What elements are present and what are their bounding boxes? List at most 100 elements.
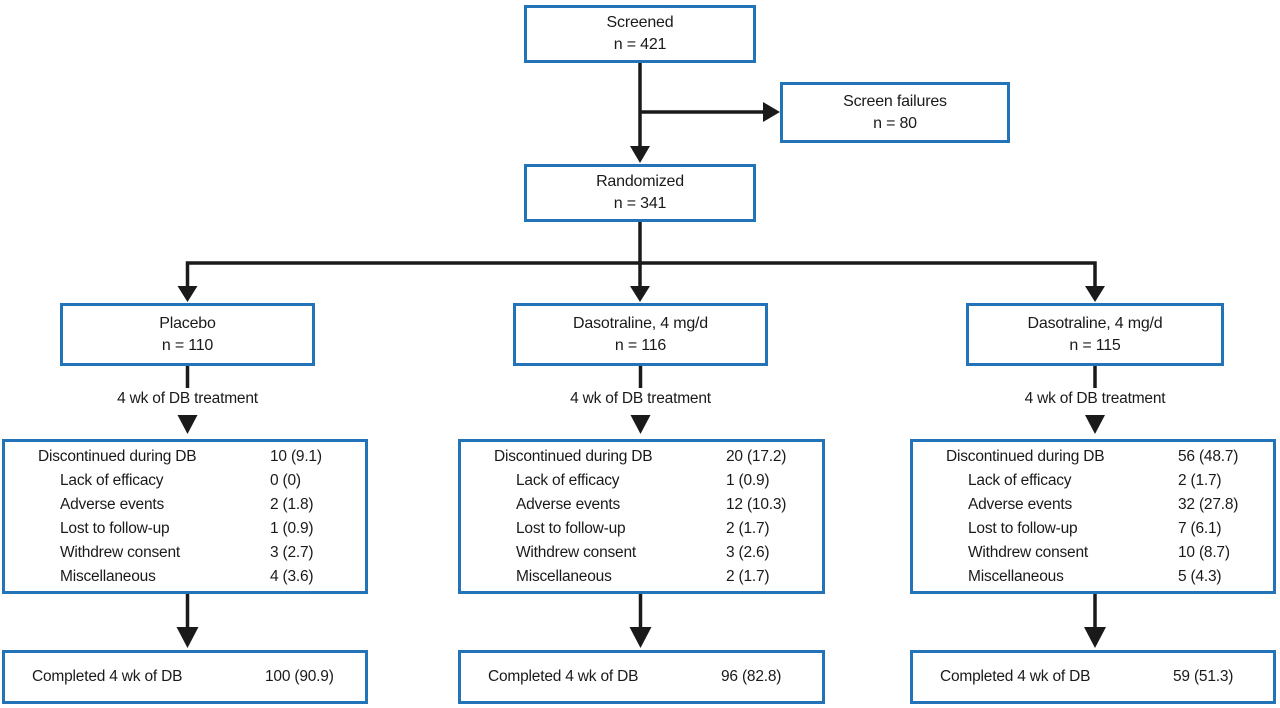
treatment-duration-label-left: 4 wk of DB treatment	[117, 390, 258, 407]
disc-label: Discontinued during DB	[494, 448, 653, 465]
screened-n: n = 421	[613, 36, 667, 53]
disc-value: 2 (1.7)	[726, 520, 770, 537]
disc-row: Discontinued during DB 10 (9.1)	[5, 445, 365, 469]
completed-value: 100 (90.9)	[265, 668, 334, 685]
randomized-n: n = 341	[613, 195, 667, 212]
disc-value: 12 (10.3)	[726, 496, 787, 513]
disc-row: Withdrew consent 10 (8.7)	[913, 541, 1273, 565]
disc-label: Adverse events	[60, 496, 165, 513]
arrow-down-completed-left	[176, 627, 199, 648]
disc-label: Discontinued during DB	[946, 448, 1105, 465]
disc-label: Withdrew consent	[516, 544, 636, 561]
screened-box: Screened n = 421	[524, 5, 756, 63]
disc-value: 56 (48.7)	[1178, 448, 1239, 465]
arrow-down-discontinued-right	[1085, 415, 1105, 434]
treatment-duration-label-middle: 4 wk of DB treatment	[570, 390, 711, 407]
treatment-duration-label-right: 4 wk of DB treatment	[1024, 390, 1166, 407]
disc-value: 3 (2.7)	[270, 544, 314, 561]
arrow-down-discontinued-middle	[630, 415, 651, 434]
arrow-down-discontinued-left	[177, 415, 198, 434]
randomized-box: Randomized n = 341	[524, 164, 756, 222]
disc-label: Discontinued during DB	[38, 448, 197, 465]
disc-value: 7 (6.1)	[1178, 520, 1222, 537]
completed-box-right: Completed 4 wk of DB 59 (51.3)	[910, 650, 1276, 704]
disc-row: Adverse events 32 (27.8)	[913, 493, 1273, 517]
arrow-down-arm-middle	[630, 286, 650, 302]
arm-n: n = 115	[1069, 336, 1121, 354]
disc-value: 3 (2.6)	[726, 544, 770, 561]
arm-n: n = 110	[161, 336, 214, 354]
disc-label: Miscellaneous	[968, 568, 1064, 585]
disc-row: Miscellaneous 4 (3.6)	[5, 565, 365, 589]
disc-row: Lack of efficacy 0 (0)	[5, 469, 365, 493]
randomized-title: Randomized	[596, 173, 684, 190]
disc-label: Miscellaneous	[516, 568, 612, 585]
arrow-down-arm-right	[1085, 286, 1105, 302]
disc-label: Lack of efficacy	[516, 472, 620, 489]
arm-box-dasotraline-1: Dasotraline, 4 mg/d n = 116	[513, 303, 768, 366]
arrow-down-completed-right	[1084, 627, 1106, 648]
disc-label: Withdrew consent	[60, 544, 180, 561]
disc-value: 10 (9.1)	[270, 448, 322, 465]
split-bar	[185, 261, 1097, 286]
disc-label: Adverse events	[516, 496, 621, 513]
disc-label: Withdrew consent	[968, 544, 1088, 561]
disc-value: 1 (0.9)	[270, 520, 314, 537]
screen-failures-box: Screen failures n = 80	[780, 82, 1010, 143]
disc-label: Adverse events	[968, 496, 1073, 513]
disc-value: 4 (3.6)	[270, 568, 314, 585]
completed-value: 59 (51.3)	[1173, 668, 1234, 685]
arrow-down-arm-left	[177, 286, 198, 302]
arm-n: n = 116	[614, 336, 667, 354]
screened-title: Screened	[606, 14, 674, 31]
arrow-down-completed-middle	[629, 627, 652, 648]
disc-row: Lost to follow-up 7 (6.1)	[913, 517, 1273, 541]
disc-row: Withdrew consent 3 (2.7)	[5, 541, 365, 565]
disc-row: Lost to follow-up 1 (0.9)	[5, 517, 365, 541]
discontinued-box-middle: Discontinued during DB 20 (17.2) Lack of …	[458, 439, 825, 594]
arm-box-dasotraline-2: Dasotraline, 4 mg/d n = 115	[966, 303, 1224, 366]
arm-box-placebo: Placebo n = 110	[60, 303, 315, 366]
arm-title: Dasotraline, 4 mg/d	[573, 314, 708, 332]
completed-box-left: Completed 4 wk of DB 100 (90.9)	[2, 650, 368, 704]
disc-value: 2 (1.7)	[1178, 472, 1222, 489]
arrow-down-randomized	[630, 146, 650, 163]
disc-row: Withdrew consent 3 (2.6)	[461, 541, 822, 565]
completed-label: Completed 4 wk of DB	[488, 668, 639, 685]
discontinued-box-right: Discontinued during DB 56 (48.7) Lack of …	[910, 439, 1276, 594]
disc-row: Discontinued during DB 20 (17.2)	[461, 445, 822, 469]
disc-row: Lack of efficacy 2 (1.7)	[913, 469, 1273, 493]
disc-value: 1 (0.9)	[726, 472, 770, 489]
disc-value: 2 (1.8)	[270, 496, 314, 513]
discontinued-box-left: Discontinued during DB 10 (9.1) Lack of e…	[2, 439, 368, 594]
disc-row: Adverse events 12 (10.3)	[461, 493, 822, 517]
disc-label: Lost to follow-up	[968, 520, 1078, 537]
disc-value: 20 (17.2)	[726, 448, 787, 465]
disc-label: Lost to follow-up	[516, 520, 626, 537]
disc-label: Lack of efficacy	[60, 472, 164, 489]
disc-row: Miscellaneous 5 (4.3)	[913, 565, 1273, 589]
arrow-right-screen-failures	[763, 102, 780, 122]
completed-label: Completed 4 wk of DB	[32, 668, 183, 685]
disc-value: 0 (0)	[270, 472, 301, 489]
disc-value: 5 (4.3)	[1178, 568, 1222, 585]
completed-value: 96 (82.8)	[721, 668, 782, 685]
completed-box-middle: Completed 4 wk of DB 96 (82.8)	[458, 650, 825, 704]
disc-row: Miscellaneous 2 (1.7)	[461, 565, 822, 589]
disc-value: 10 (8.7)	[1178, 544, 1230, 561]
disc-label: Miscellaneous	[60, 568, 156, 585]
disc-row: Lack of efficacy 1 (0.9)	[461, 469, 822, 493]
disc-row: Discontinued during DB 56 (48.7)	[913, 445, 1273, 469]
disc-value: 32 (27.8)	[1178, 496, 1239, 513]
completed-label: Completed 4 wk of DB	[940, 668, 1091, 685]
disc-label: Lack of efficacy	[968, 472, 1072, 489]
arm-title: Placebo	[159, 314, 216, 332]
disc-row: Adverse events 2 (1.8)	[5, 493, 365, 517]
disc-row: Lost to follow-up 2 (1.7)	[461, 517, 822, 541]
screen-failures-n: n = 80	[873, 114, 917, 132]
screen-failures-title: Screen failures	[843, 92, 947, 110]
arm-title: Dasotraline, 4 mg/d	[1027, 314, 1163, 332]
disc-value: 2 (1.7)	[726, 568, 770, 585]
disc-label: Lost to follow-up	[60, 520, 170, 537]
